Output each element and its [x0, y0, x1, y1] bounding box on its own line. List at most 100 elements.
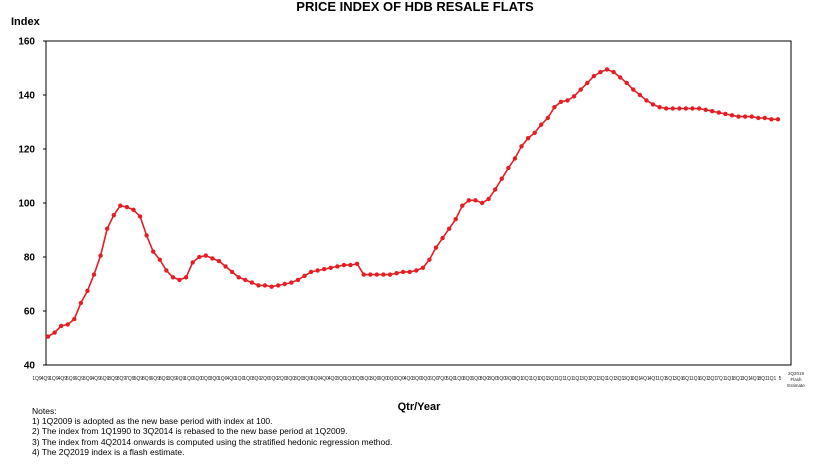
x-tick-label: 6Q9: [100, 376, 110, 382]
data-point: [328, 265, 333, 270]
data-point: [762, 115, 767, 121]
data-point: [124, 204, 130, 210]
x-tick-label: 1Q0: [218, 376, 228, 382]
data-point: [223, 264, 228, 269]
data-point: [677, 106, 682, 111]
data-point: [210, 256, 215, 261]
data-point: [190, 260, 195, 265]
x-tick-label: 0Q0: [395, 376, 405, 382]
data-point: [216, 258, 222, 264]
x-tick-label: 0Q1: [539, 376, 549, 382]
data-point: [308, 269, 314, 275]
data-point: [525, 136, 531, 141]
data-point: [539, 122, 544, 127]
data-point: [532, 130, 537, 135]
x-tick-label: 1Q1: [725, 376, 735, 382]
x-tick-label: 3Q0: [252, 376, 262, 382]
data-point: [506, 165, 511, 171]
x-tick-label: 1Q0: [235, 376, 245, 382]
x-tick-label: 2Q0: [260, 376, 270, 382]
data-point: [322, 266, 327, 272]
x-tick-label: 3Q1: [708, 376, 718, 382]
data-point: [447, 226, 452, 231]
x-tick-label: 3Q1: [615, 376, 625, 382]
x-tick-label: 3Q9: [83, 376, 93, 382]
data-point: [657, 105, 662, 110]
x-tick-label: 2Q0: [277, 376, 287, 382]
data-point: [486, 196, 491, 202]
data-point: [72, 316, 77, 322]
x-tick-label: 1Q1: [767, 376, 777, 382]
data-point: [276, 283, 281, 288]
x-tick-label: 1Q0: [243, 376, 253, 382]
x-tick-label: 8Q1: [758, 376, 768, 382]
x-tick-label: 0Q0: [201, 376, 211, 382]
x-tick-label: 2Q1: [590, 376, 600, 382]
x-tick-label: 1Q0: [184, 376, 194, 382]
data-point: [335, 264, 340, 269]
x-tick-label-last: Estimate: [787, 383, 805, 388]
data-point: [315, 268, 320, 273]
data-point: [236, 275, 241, 280]
data-point: [683, 106, 689, 111]
x-tick-label: 6Q0: [193, 376, 203, 382]
x-tick-label: 5Q9: [134, 376, 144, 382]
data-point: [407, 269, 412, 275]
data-point: [400, 269, 406, 275]
data-point: [710, 109, 715, 114]
data-point: [262, 283, 268, 288]
data-point: [578, 87, 583, 92]
data-point: [256, 283, 261, 288]
x-tick-label: 6Q0: [471, 376, 481, 382]
y-tick-label: 60: [24, 307, 36, 318]
data-point: [282, 281, 287, 287]
data-point: [65, 322, 70, 327]
x-tick-label: 3Q0: [336, 376, 346, 382]
y-tick-label: 120: [18, 145, 35, 156]
x-tick-label: 3Q1: [598, 376, 608, 382]
x-tick-label: 4Q9: [41, 376, 51, 382]
series-line: [47, 68, 778, 338]
data-point: [696, 106, 702, 111]
x-tick-label: 1Q1: [573, 376, 583, 382]
x-tick-label: 0Q1: [522, 376, 532, 382]
y-axis-label: Index: [11, 16, 41, 28]
data-point: [591, 73, 597, 79]
data-point: [203, 253, 208, 258]
data-point: [151, 249, 156, 254]
data-point: [473, 198, 478, 203]
data-point: [499, 176, 504, 181]
x-tick-label: 3Q0: [412, 376, 422, 382]
x-tick-label: 9Q9: [176, 376, 186, 382]
y-tick-label: 160: [18, 37, 35, 48]
data-point: [453, 217, 458, 222]
data-point: [420, 265, 426, 270]
data-point: [59, 323, 64, 329]
x-tick-label: 6Q9: [74, 376, 84, 382]
x-tick-label: 8Q1: [733, 376, 743, 382]
data-point: [624, 80, 629, 86]
data-point: [302, 273, 307, 279]
x-tick-label: 3Q0: [286, 376, 296, 382]
data-point: [631, 87, 636, 92]
x-tick-label: 8Q0: [480, 376, 490, 382]
data-point: [381, 272, 386, 277]
x-tick-label: 6Q0: [311, 376, 321, 382]
y-tick-label: 40: [24, 361, 36, 372]
y-axis-ticks: 40 60 80 100 120 140 160: [18, 37, 46, 372]
x-tick-label: 1Q0: [345, 376, 355, 382]
data-point: [269, 284, 274, 289]
x-tick-label: 3Q9: [167, 376, 177, 382]
data-point: [45, 334, 51, 339]
y-tick-label: 100: [18, 199, 35, 210]
data-point: [361, 272, 366, 277]
x-tick-label: 3Q1: [514, 376, 524, 382]
x-tick-label: 1Q1: [564, 376, 574, 382]
data-point: [348, 262, 353, 268]
data-point: [519, 144, 524, 149]
x-tick-label: 1Q9: [32, 376, 42, 382]
data-point: [243, 277, 248, 283]
data-point: [295, 277, 301, 283]
data-point: [690, 106, 695, 111]
